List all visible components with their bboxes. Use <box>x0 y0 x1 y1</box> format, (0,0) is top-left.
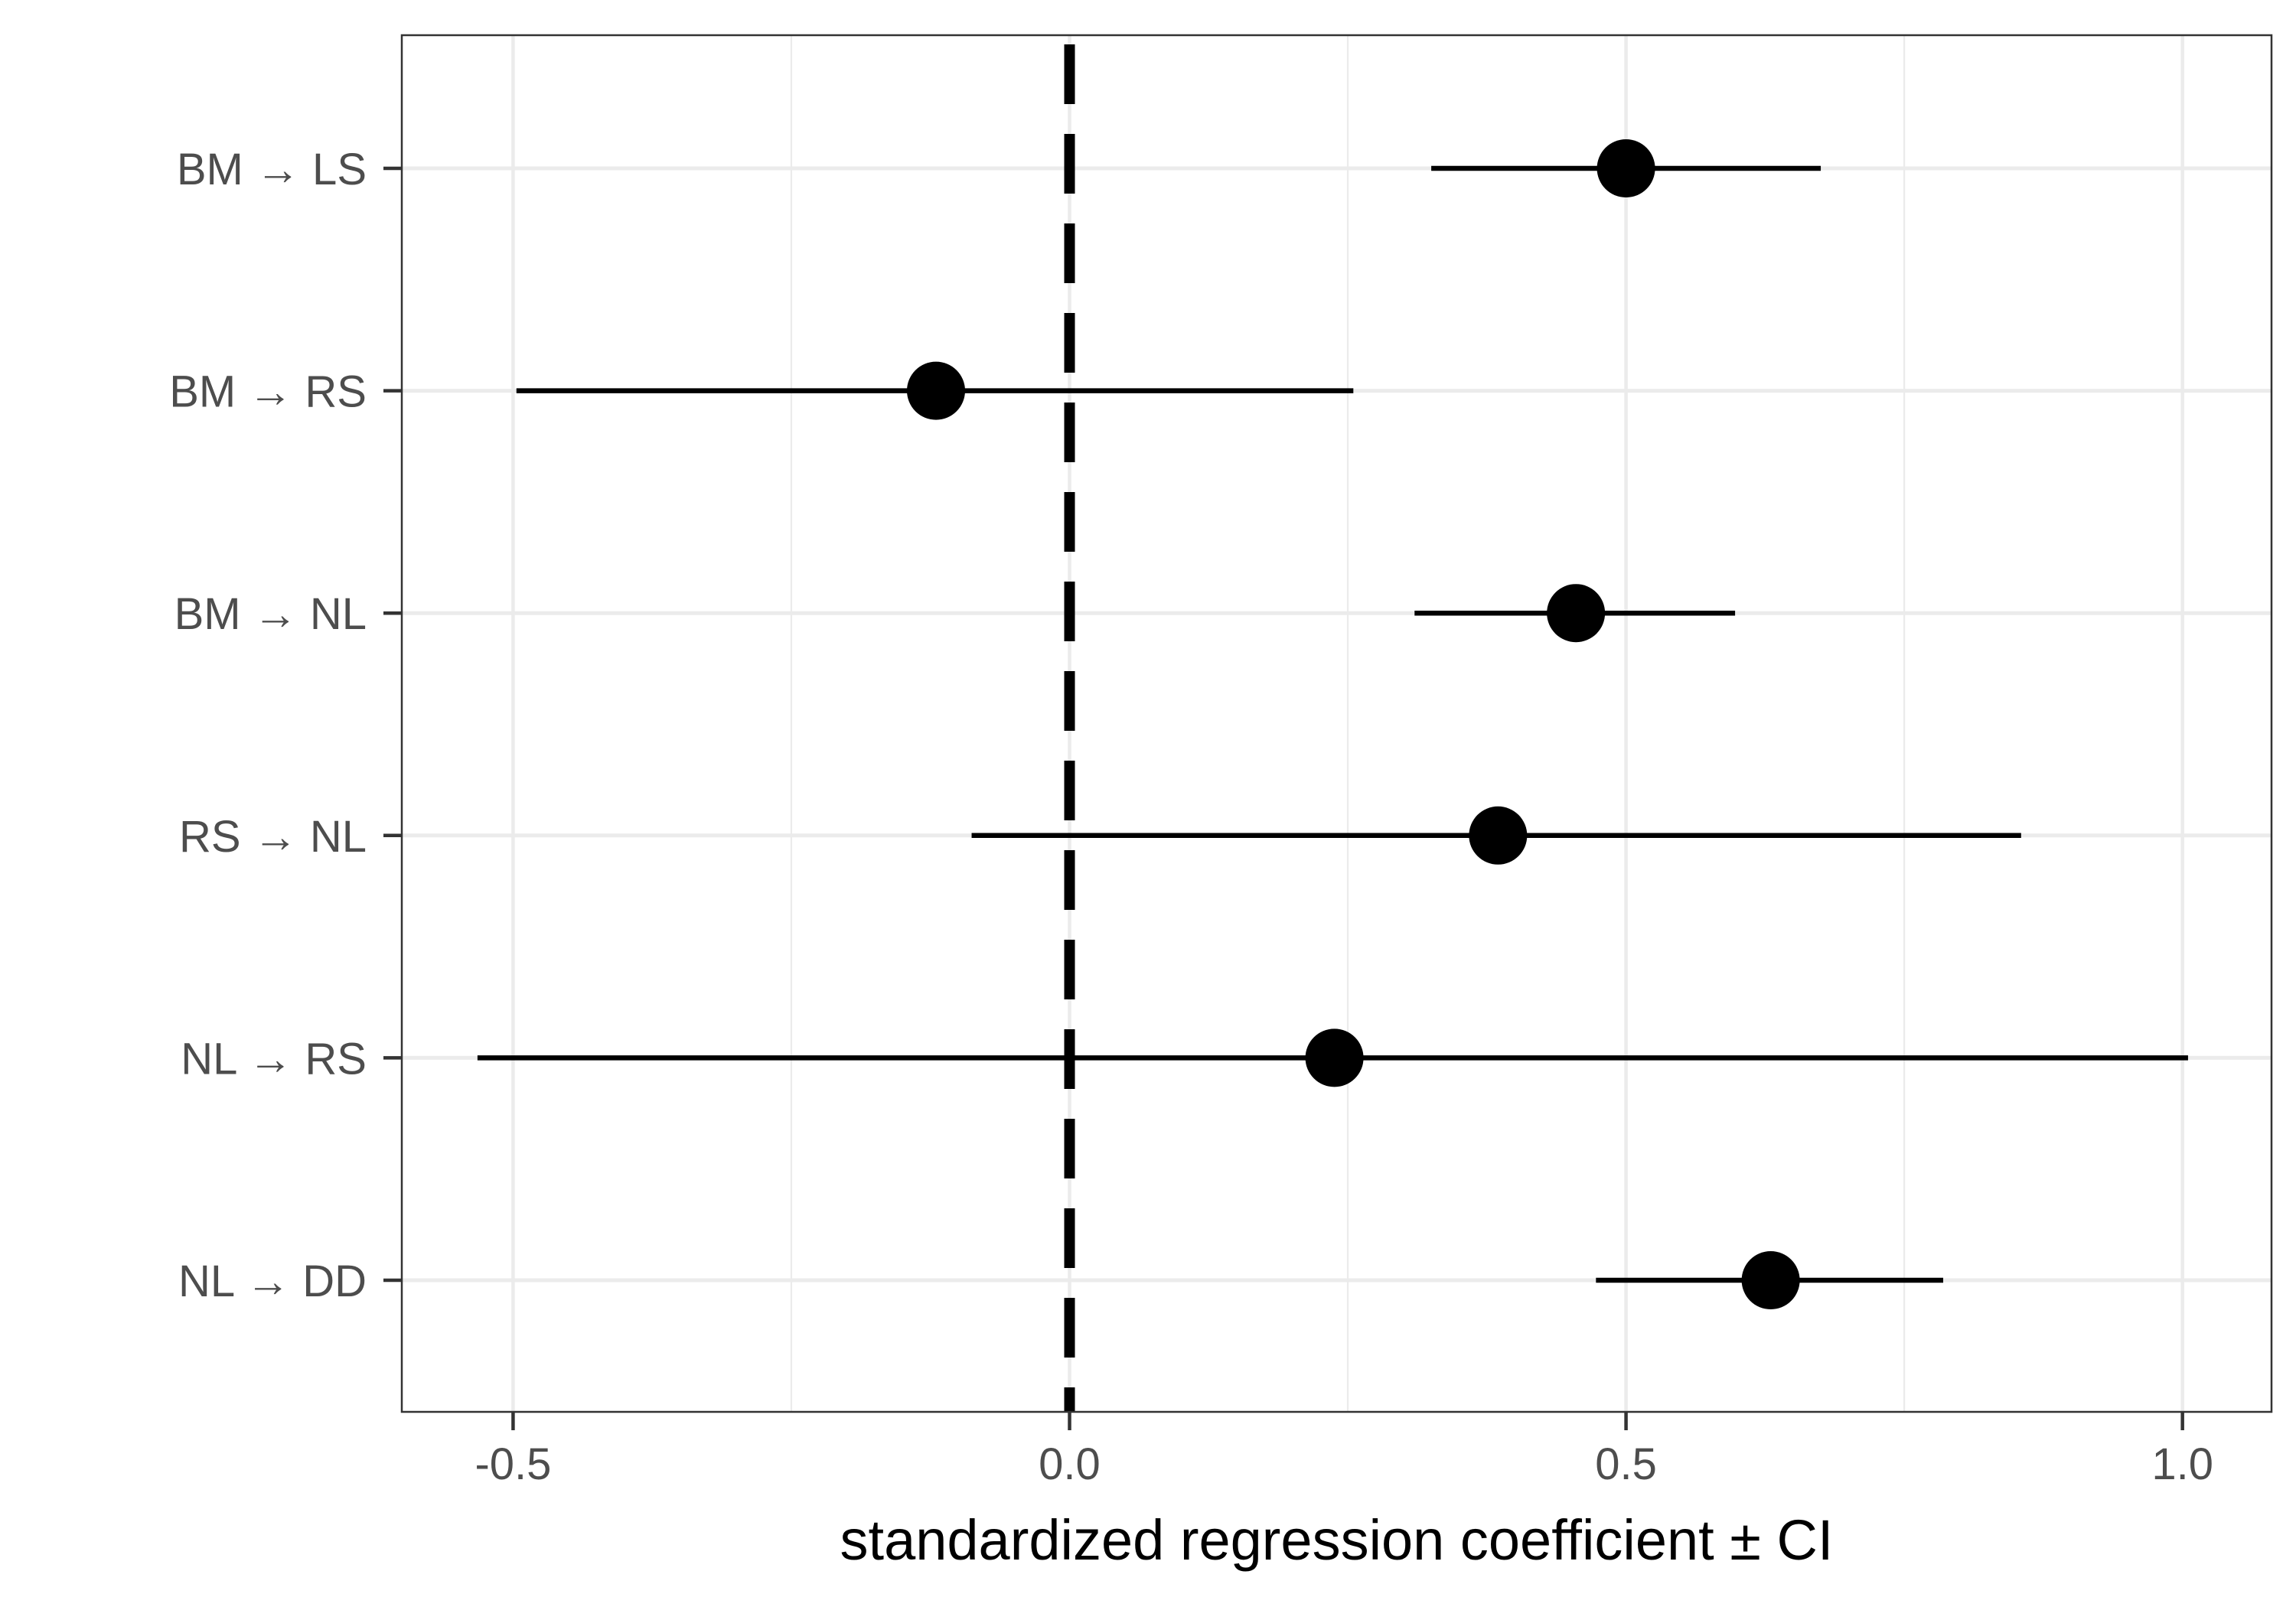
panel-border <box>400 34 2273 1413</box>
grid-minor <box>790 35 1906 1412</box>
x-tick-label: 0.0 <box>1039 1439 1101 1489</box>
x-axis: -0.5 0.0 0.5 1.0 <box>475 1412 2213 1489</box>
estimate-point <box>1305 1028 1364 1087</box>
y-tick-label: BM → LS <box>177 145 367 194</box>
x-tick-label: -0.5 <box>475 1439 551 1489</box>
estimate-point <box>1741 1251 1800 1309</box>
x-tick-label: 1.0 <box>2151 1439 2213 1489</box>
y-tick-label: NL → RS <box>181 1034 367 1084</box>
grid-major <box>402 35 2272 1412</box>
y-axis: BM → LS BM → RS BM → NL RS → NL NL → RS NL → … <box>169 145 402 1306</box>
estimate-point <box>907 361 965 420</box>
x-axis-title: standardized regression coefficient ± CI <box>840 1508 1834 1572</box>
estimate-point <box>1596 139 1655 197</box>
y-tick-label: RS → NL <box>179 812 367 862</box>
estimate-points <box>907 139 1800 1309</box>
y-tick-label: BM → RS <box>169 367 367 417</box>
x-tick-label: 0.5 <box>1595 1439 1657 1489</box>
estimate-point <box>1547 584 1606 643</box>
estimate-point <box>1469 806 1528 865</box>
ci-bars <box>477 165 2188 1283</box>
y-tick-label: BM → NL <box>174 589 367 639</box>
y-tick-label: NL → DD <box>178 1257 367 1306</box>
